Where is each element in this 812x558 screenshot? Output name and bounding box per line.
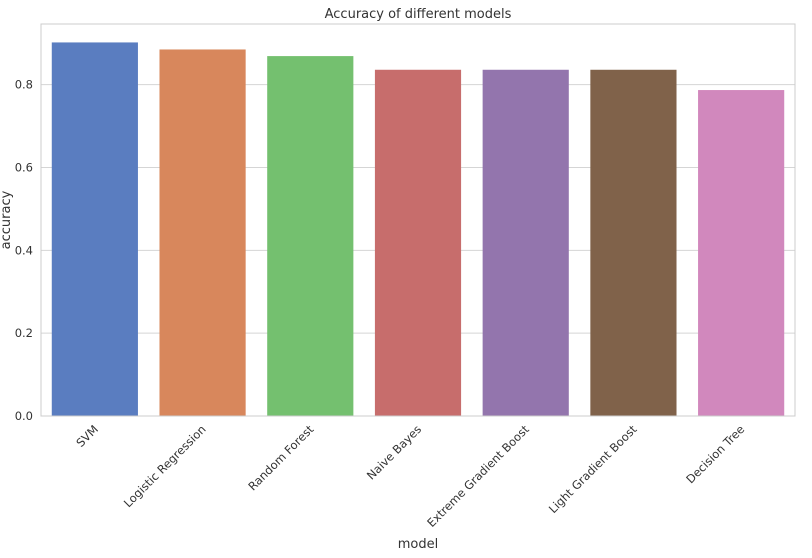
bar [159, 49, 246, 417]
x-tick-label: Naive Bayes [364, 422, 424, 482]
x-axis-ticks: SVM Logistic Regression Random Forest Naive… [73, 422, 747, 530]
bar [267, 56, 354, 416]
y-axis-ticks: 0.0 0.2 0.4 0.6 0.8 [15, 78, 33, 423]
x-tick-label: SVM [73, 422, 101, 450]
y-tick-label: 0.0 [15, 409, 33, 423]
x-tick-label: Light Gradient Boost [546, 422, 640, 516]
x-tick-label: Random Forest [245, 422, 316, 493]
bar [51, 42, 138, 417]
x-tick-label: Extreme Gradient Boost [424, 422, 532, 530]
y-tick-label: 0.2 [15, 326, 33, 340]
bars [51, 42, 785, 417]
bar [482, 69, 569, 416]
y-tick-label: 0.8 [15, 78, 33, 92]
plot-frame [40, 23, 796, 417]
x-axis-label: model [398, 537, 438, 552]
y-tick-label: 0.4 [15, 243, 33, 257]
x-tick-label: Decision Tree [683, 422, 747, 486]
x-tick-label: Logistic Regression [121, 422, 209, 510]
y-tick-label: 0.6 [15, 161, 33, 175]
bar [698, 90, 785, 416]
chart-title: Accuracy of different models [325, 7, 512, 22]
bar [374, 69, 462, 416]
bar [590, 69, 677, 416]
y-axis-label: accuracy [0, 190, 14, 249]
